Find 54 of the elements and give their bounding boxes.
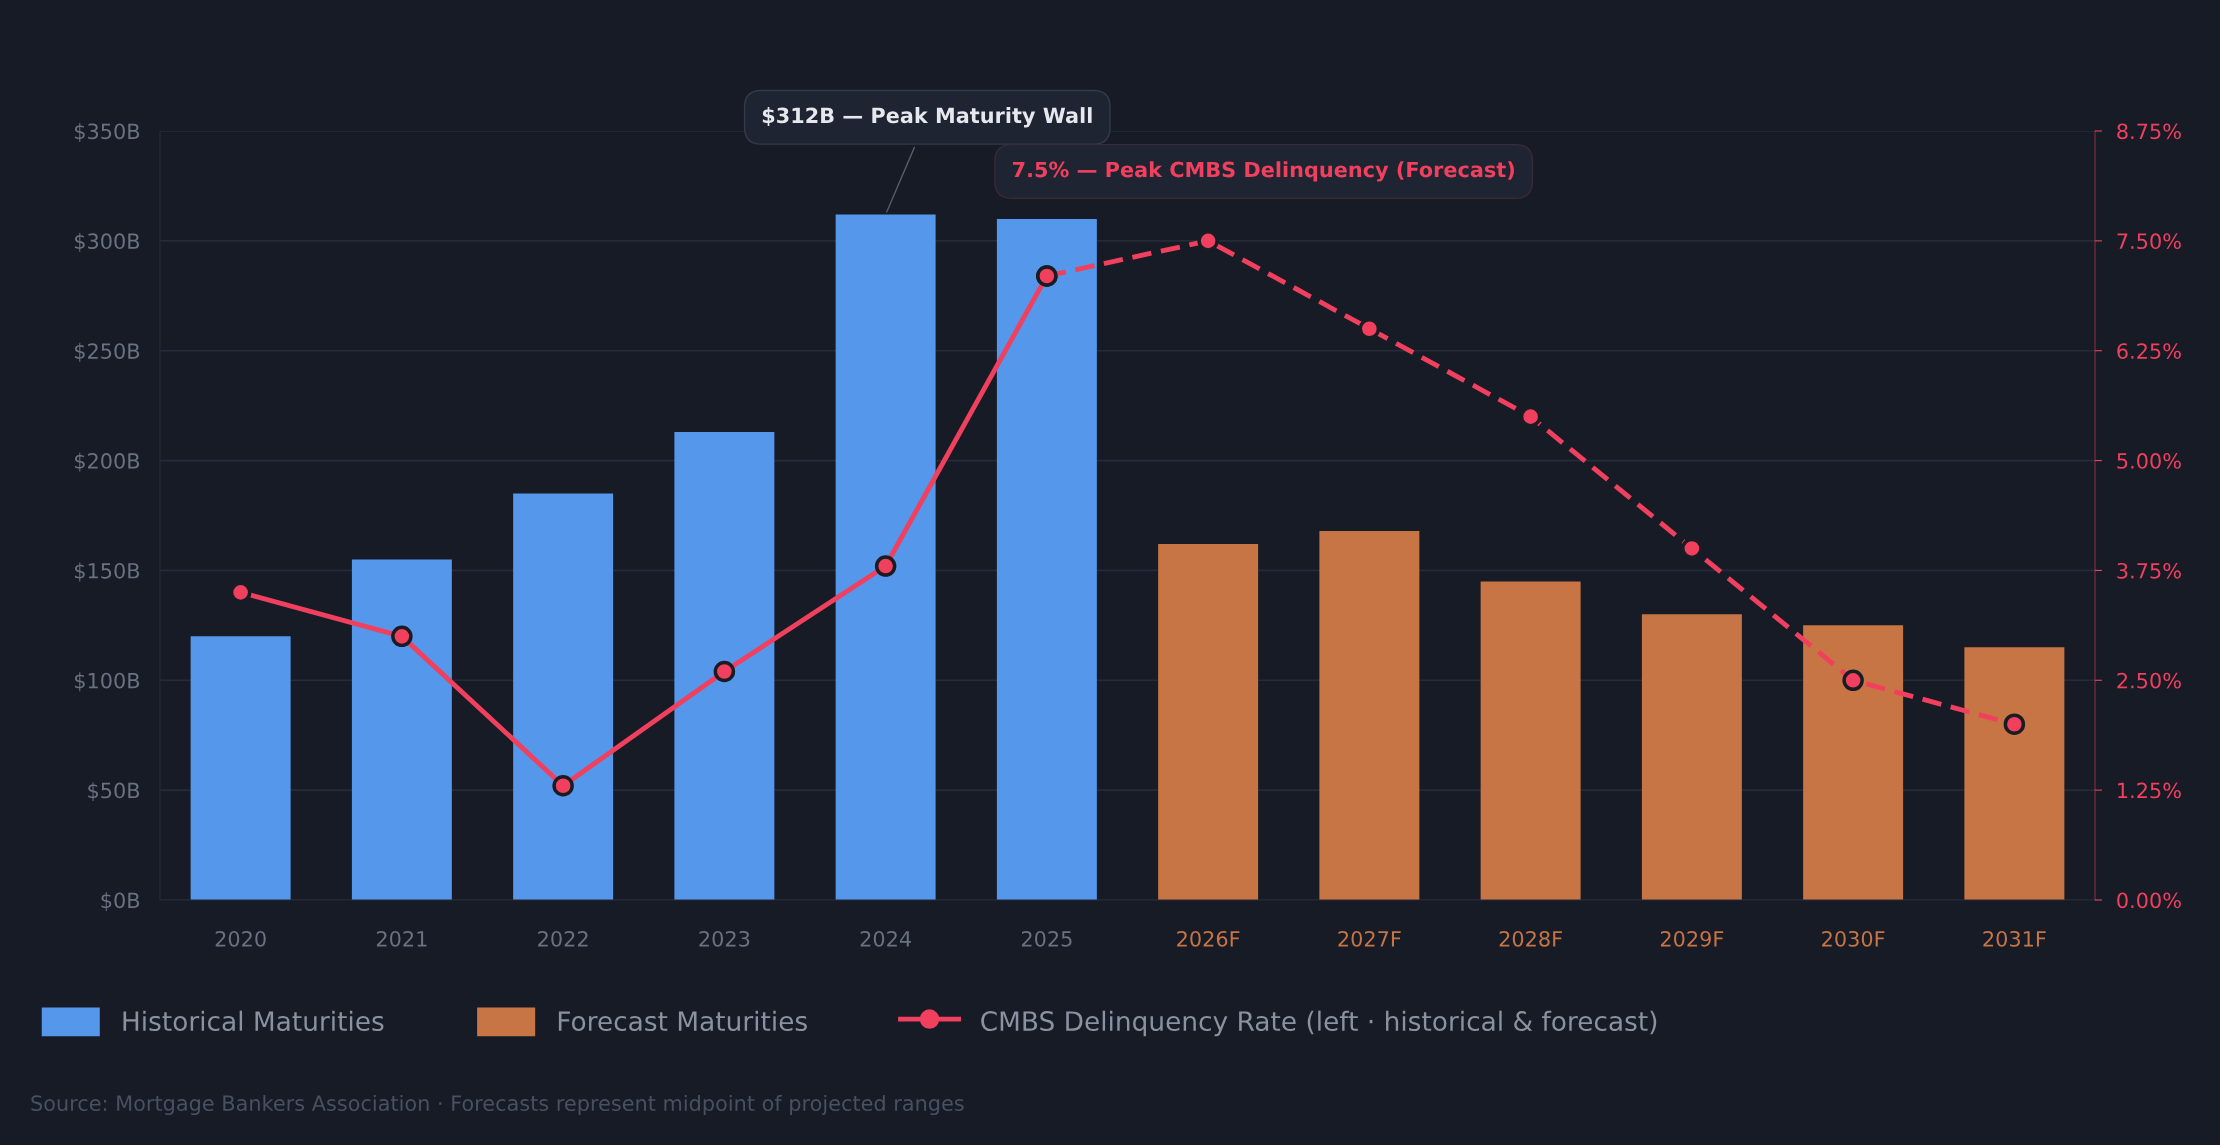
bar xyxy=(513,493,614,900)
annotation: 7.5% — Peak CMBS Delinquency (Forecast) xyxy=(1012,161,1514,182)
legend-label: Forecast Maturities xyxy=(558,1010,807,1032)
point xyxy=(874,555,897,577)
bar xyxy=(1480,581,1581,900)
y-tick-label: $50B xyxy=(88,782,140,802)
x-tick-label: 2022 xyxy=(538,930,588,947)
point xyxy=(1036,265,1058,287)
point xyxy=(1842,669,1864,692)
bar xyxy=(190,636,291,900)
y-tick-label: $250B xyxy=(74,342,140,362)
y-tick-label: $100B xyxy=(74,672,140,692)
source-note: Source: Mortgage Bankers Association · Forecasts represent midpoint of projected ranges xyxy=(31,1094,964,1116)
y2-tick-label: 3.75% xyxy=(2117,562,2181,579)
y2-tick-label: 8.75% xyxy=(2117,123,2181,140)
bar xyxy=(1964,647,2065,900)
y-tick-label: $200B xyxy=(74,452,140,472)
x-tick-label: 2026F xyxy=(1177,930,1240,947)
x-tick-label: 2024 xyxy=(860,930,911,947)
y2-tick-label: 6.25% xyxy=(2117,343,2181,359)
legend-label: Historical Maturities xyxy=(123,1010,384,1032)
x-tick-label: 2028F xyxy=(1499,930,1562,947)
x-tick-label: 2021 xyxy=(376,930,427,947)
x-tick-label: 2023 xyxy=(699,930,750,947)
bar xyxy=(674,432,775,900)
y-tick-label: $0B xyxy=(101,892,140,911)
x-tick-label: 2025 xyxy=(1021,930,1072,947)
annotation: $312B — Peak Maturity Wall xyxy=(762,107,1092,128)
bar xyxy=(835,214,936,900)
y2-tick-label: 7.50% xyxy=(2117,233,2181,250)
legend-label: CMBS Delinquency Rate (left · historical & forecast) xyxy=(981,1010,1657,1037)
y-tick-label: $300B xyxy=(74,232,140,252)
bar xyxy=(1641,614,1742,900)
x-tick-label: 2030F xyxy=(1822,930,1885,947)
y2-tick-label: 5.00% xyxy=(2117,453,2181,469)
point xyxy=(713,660,736,683)
bar xyxy=(1158,544,1259,900)
x-tick-label: 2027F xyxy=(1338,930,1401,947)
point xyxy=(552,774,574,797)
y-tick-label: $350B xyxy=(74,123,140,142)
y2-tick-label: 2.50% xyxy=(2117,672,2181,689)
point xyxy=(2003,713,2026,735)
bar xyxy=(1319,530,1420,900)
x-tick-label: 2020 xyxy=(215,930,266,947)
x-tick-label: 2031F xyxy=(1983,930,2046,947)
bar xyxy=(996,218,1097,900)
bar xyxy=(1803,625,1904,900)
x-tick-label: 2029F xyxy=(1660,930,1724,947)
point xyxy=(1197,230,1219,252)
y2-tick-label: 0.00% xyxy=(2117,892,2181,909)
y-tick-label: $150B xyxy=(74,562,140,582)
y2-tick-label: 1.25% xyxy=(2118,782,2181,799)
bar xyxy=(351,559,452,900)
point xyxy=(391,625,413,648)
